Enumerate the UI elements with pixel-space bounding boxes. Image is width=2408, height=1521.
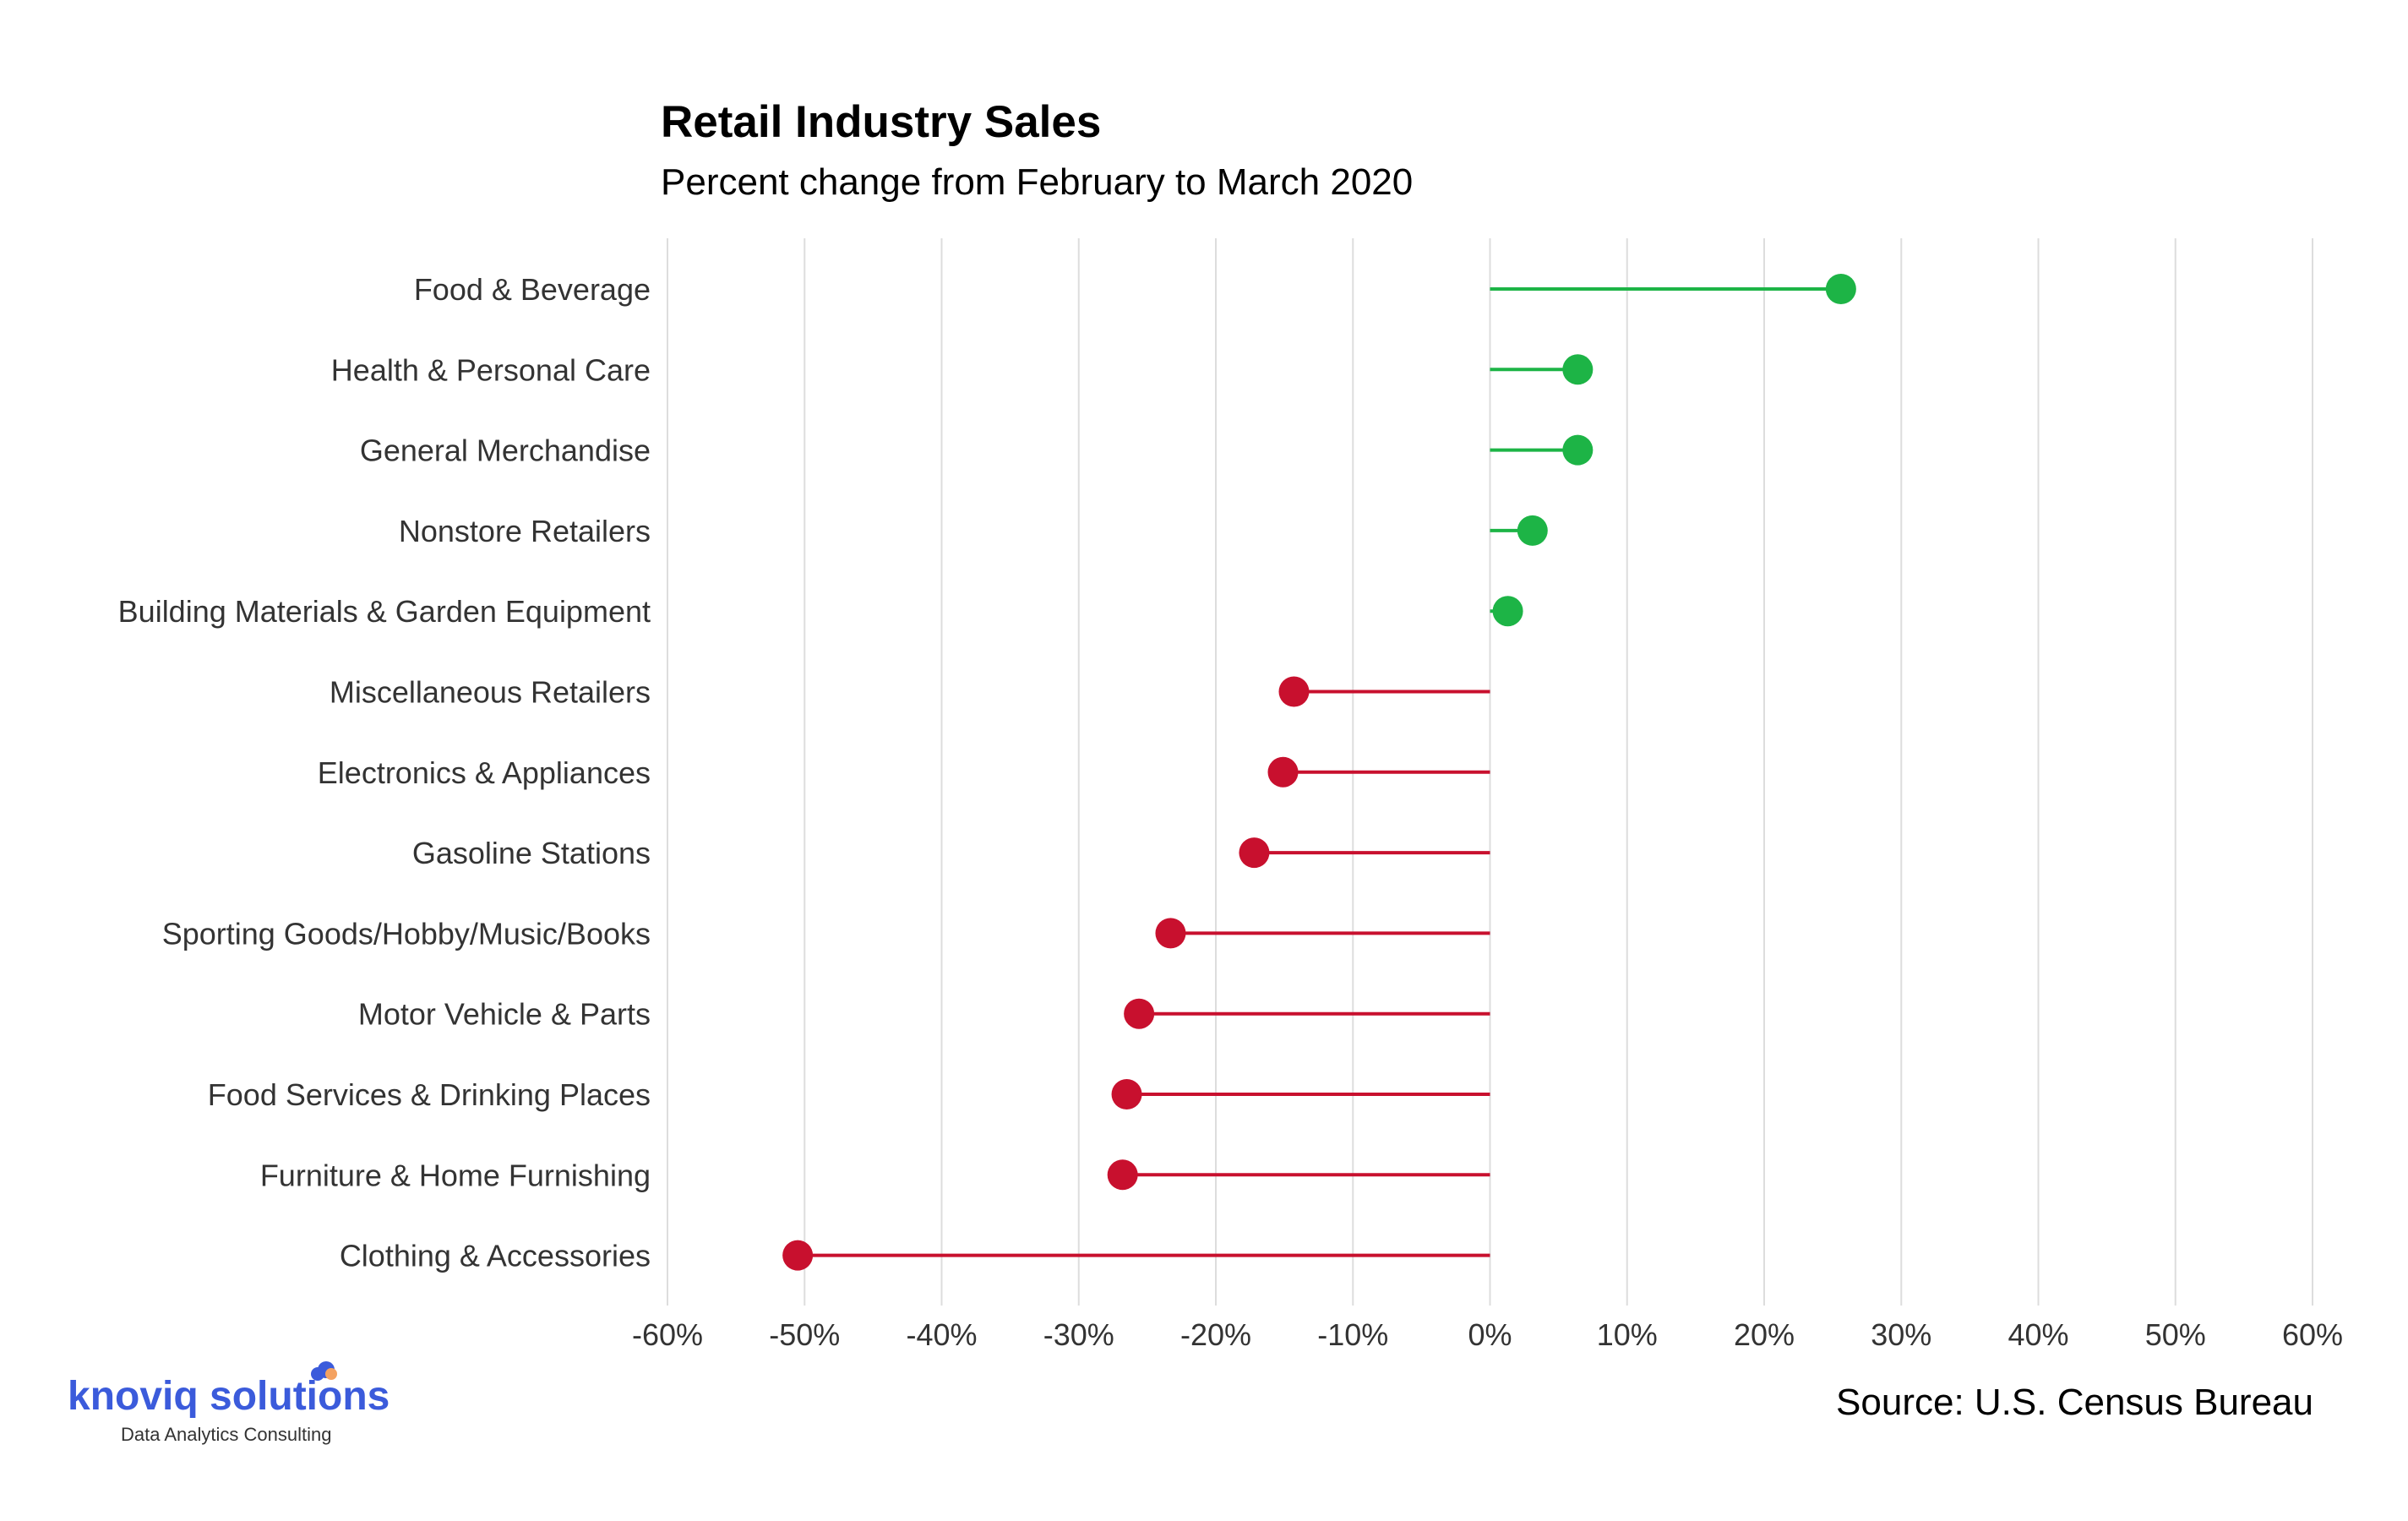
lollipop-dot — [1562, 354, 1594, 385]
category-label: Clothing & Accessories — [340, 1239, 651, 1273]
lollipop-dot — [1562, 434, 1594, 466]
source-note: Source: U.S. Census Bureau — [1836, 1382, 2313, 1423]
category-labels: Food & Beverage Health & Personal Care Gen… — [118, 272, 651, 1273]
logo-wordmark: knoviq solutions — [68, 1374, 390, 1419]
lollipop-dot — [1155, 918, 1186, 949]
lollipop-dot — [1239, 837, 1270, 869]
category-label: Motor Vehicle & Parts — [358, 997, 651, 1032]
category-label: General Merchandise — [360, 433, 651, 468]
lollipop-dot — [1267, 756, 1299, 788]
category-label: Gasoline Stations — [412, 836, 651, 870]
x-tick-label: 10% — [1597, 1317, 1658, 1352]
lollipop-dot — [1124, 998, 1155, 1029]
lollipop-dot — [1517, 515, 1548, 546]
category-label: Health & Personal Care — [331, 352, 651, 387]
lollipop-stems — [798, 287, 1841, 1257]
chart-title: Retail Industry Sales — [661, 97, 1101, 147]
cloud-icon — [311, 1361, 337, 1381]
lollipop-dot — [1492, 596, 1523, 627]
chart-subtitle: Percent change from February to March 20… — [661, 161, 1413, 203]
x-tick-label: 0% — [1468, 1317, 1512, 1352]
x-tick-label: -40% — [906, 1317, 977, 1352]
category-label: Miscellaneous Retailers — [330, 675, 651, 710]
x-tick-label: 60% — [2282, 1317, 2343, 1352]
x-tick-label: -50% — [769, 1317, 840, 1352]
category-label: Furniture & Home Furnishing — [260, 1158, 651, 1192]
lollipop-dot — [782, 1240, 814, 1271]
lollipop-dot — [1107, 1159, 1138, 1191]
x-tick-label: 30% — [1871, 1317, 1931, 1352]
category-label: Sporting Goods/Hobby/Music/Books — [162, 916, 651, 951]
logo-tagline: Data Analytics Consulting — [121, 1424, 331, 1445]
x-tick-label: -10% — [1317, 1317, 1388, 1352]
x-tick-label: -60% — [632, 1317, 703, 1352]
category-label: Food Services & Drinking Places — [208, 1077, 651, 1112]
lollipop-dot — [1278, 676, 1310, 707]
lollipop-dot — [1825, 274, 1856, 304]
company-logo: knoviq solutions Data Analytics Consulti… — [68, 1361, 390, 1445]
x-tick-label: -20% — [1180, 1317, 1251, 1352]
category-label: Building Materials & Garden Equipment — [118, 594, 651, 629]
x-tick-label: 50% — [2145, 1317, 2206, 1352]
lollipop-dot — [1111, 1079, 1142, 1109]
category-label: Nonstore Retailers — [399, 514, 651, 548]
x-tick-label: 20% — [1734, 1317, 1795, 1352]
lollipop-dots — [782, 274, 1856, 1271]
x-tick-label: -30% — [1043, 1317, 1114, 1352]
category-label: Food & Beverage — [414, 272, 651, 307]
x-tick-label: 40% — [2008, 1317, 2068, 1352]
x-tick-labels: -60% -50% -40% -30% -20% -10% 0% 10% 20% 30% 40% 50… — [632, 1317, 2343, 1352]
category-label: Electronics & Appliances — [318, 755, 651, 790]
